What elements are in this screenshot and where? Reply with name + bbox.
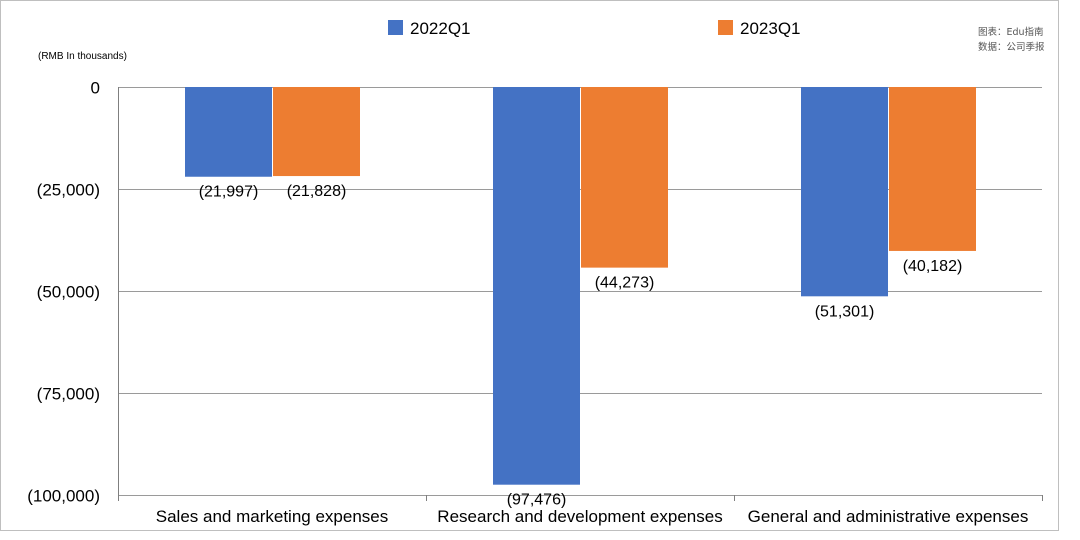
- legend-label: 2023Q1: [740, 19, 801, 38]
- data-label: (21,997): [199, 184, 259, 201]
- legend-label: 2022Q1: [410, 19, 471, 38]
- category-label: Sales and marketing expenses: [156, 507, 388, 526]
- y-tick-label: (25,000): [37, 181, 100, 200]
- y-tick-label: (75,000): [37, 385, 100, 404]
- source-note-line2: 数据：公司季报: [978, 41, 1045, 53]
- bar-2022q1-3: [801, 87, 888, 297]
- data-label: (21,828): [287, 183, 347, 200]
- x-axis-categories: Sales and marketing expenses Research and…: [156, 507, 1029, 526]
- bar-2022q1-2: [493, 87, 580, 485]
- bar-2022q1-1: [185, 87, 272, 177]
- data-label: (44,273): [595, 275, 655, 292]
- category-label: General and administrative expenses: [748, 507, 1029, 526]
- data-label: (51,301): [815, 303, 875, 320]
- source-note-line1: 图表：Edu指南: [978, 26, 1044, 38]
- category-label: Research and development expenses: [437, 507, 722, 526]
- legend: 2022Q1 2023Q1: [388, 19, 801, 38]
- legend-swatch: [388, 20, 403, 35]
- bar-2023q1-3: [889, 87, 976, 251]
- y-axis-ticks: 0 (25,000) (50,000) (75,000) (100,000): [27, 79, 100, 506]
- y-tick-label: (50,000): [37, 283, 100, 302]
- bars: [185, 87, 976, 485]
- data-label: (97,476): [507, 492, 567, 509]
- y-tick-label: 0: [91, 79, 100, 98]
- unit-label: (RMB In thousands): [38, 51, 127, 62]
- legend-swatch: [718, 20, 733, 35]
- data-labels: (21,997) (21,828) (97,476) (44,273) (51,301)…: [199, 183, 963, 509]
- y-tick-label: (100,000): [27, 487, 100, 506]
- bar-2023q1-1: [273, 87, 360, 177]
- bar-2023q1-2: [581, 87, 668, 268]
- chart-frame: [0, 0, 1059, 531]
- data-label: (40,182): [903, 258, 963, 275]
